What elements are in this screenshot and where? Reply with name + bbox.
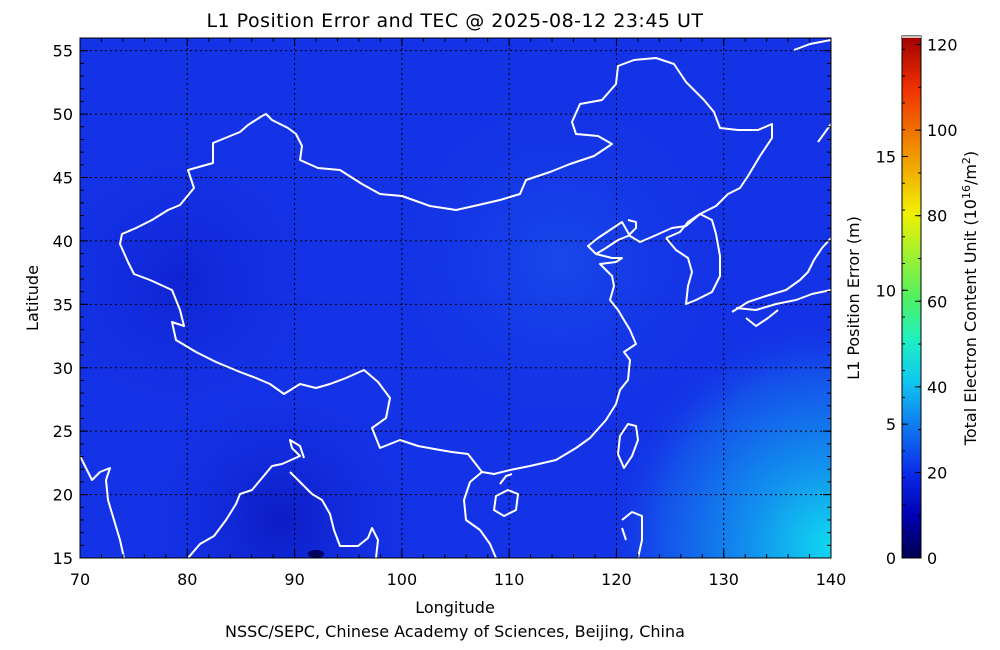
tec-tick-label: 80 bbox=[927, 207, 947, 226]
tec-tick-label: 100 bbox=[927, 121, 958, 140]
lon-tick-label: 80 bbox=[177, 570, 197, 589]
tec-tick-label: 60 bbox=[927, 292, 947, 311]
leizhou-coast bbox=[499, 473, 513, 485]
indochina-coast bbox=[463, 471, 497, 558]
colorbar-right-label: Total Electron Content Unit (1016/m2) bbox=[960, 151, 980, 446]
error-tick-label: 10 bbox=[876, 281, 896, 300]
footer-credit: NSSC/SEPC, Chinese Academy of Sciences, … bbox=[225, 622, 685, 641]
map-frame bbox=[79, 37, 832, 559]
lon-tick-label: 70 bbox=[70, 570, 90, 589]
map-panel bbox=[80, 38, 831, 558]
colorbar: 0 20 40 60 80 100 120 0 5 10 15 L1 Position Error … bbox=[844, 35, 980, 568]
japan-coast-south bbox=[735, 289, 831, 311]
lon-tick-label: 100 bbox=[387, 570, 418, 589]
map-grid bbox=[80, 38, 831, 558]
lat-tick-label: 45 bbox=[53, 169, 73, 188]
error-tick-label: 5 bbox=[886, 415, 896, 434]
lon-tick-label: 140 bbox=[816, 570, 847, 589]
error-tick-label: 0 bbox=[886, 549, 896, 568]
hainan-coast bbox=[493, 489, 519, 517]
tec-tick-label: 20 bbox=[927, 463, 947, 482]
y-axis-label: Latitude bbox=[23, 265, 42, 331]
error-tick-label: 15 bbox=[876, 147, 896, 166]
lat-tick-label: 25 bbox=[53, 422, 73, 441]
tec-tick-label: 0 bbox=[927, 549, 937, 568]
kyushu-coast bbox=[745, 309, 779, 327]
lat-tick-label: 50 bbox=[53, 105, 73, 124]
lon-tick-label: 110 bbox=[494, 570, 525, 589]
china-border bbox=[119, 57, 773, 475]
korea-coast bbox=[665, 213, 721, 305]
tec-tick-label: 40 bbox=[927, 378, 947, 397]
luzon-coast bbox=[621, 511, 643, 558]
taiwan-coast bbox=[617, 423, 639, 469]
tec-tick-label: 120 bbox=[927, 36, 958, 55]
sakhalin-coast bbox=[793, 39, 831, 51]
lat-tick-label: 55 bbox=[53, 42, 73, 61]
colorbar-ticks: 0 20 40 60 80 100 120 0 5 10 15 bbox=[876, 36, 958, 568]
tec-field-southeast bbox=[80, 38, 831, 558]
india-northeast bbox=[187, 439, 305, 558]
lat-tick-label: 30 bbox=[53, 359, 73, 378]
lon-tick-label: 90 bbox=[284, 570, 304, 589]
colorbar-strip bbox=[901, 35, 922, 559]
colorbar-left-label: L1 Position Error (m) bbox=[844, 216, 863, 380]
figure-title: L1 Position Error and TEC @ 2025-08-12 2… bbox=[206, 10, 703, 32]
lat-tick-label: 35 bbox=[53, 295, 73, 314]
x-axis-label: Longitude bbox=[415, 598, 495, 617]
lat-tick-label: 15 bbox=[53, 549, 73, 568]
coastlines bbox=[80, 39, 831, 558]
lat-tick-label: 20 bbox=[53, 486, 73, 505]
map-axes: 70 80 90 100 110 120 130 140 15 20 25 30 35 40 45 50 55 bbox=[53, 37, 847, 589]
lat-tick-label: 40 bbox=[53, 232, 73, 251]
lon-tick-label: 120 bbox=[601, 570, 632, 589]
lon-tick-label: 130 bbox=[708, 570, 739, 589]
bay-of-bengal-coast bbox=[289, 471, 379, 558]
india-border bbox=[80, 455, 125, 558]
japan-coast bbox=[731, 237, 831, 313]
bohai-coast bbox=[595, 219, 637, 255]
